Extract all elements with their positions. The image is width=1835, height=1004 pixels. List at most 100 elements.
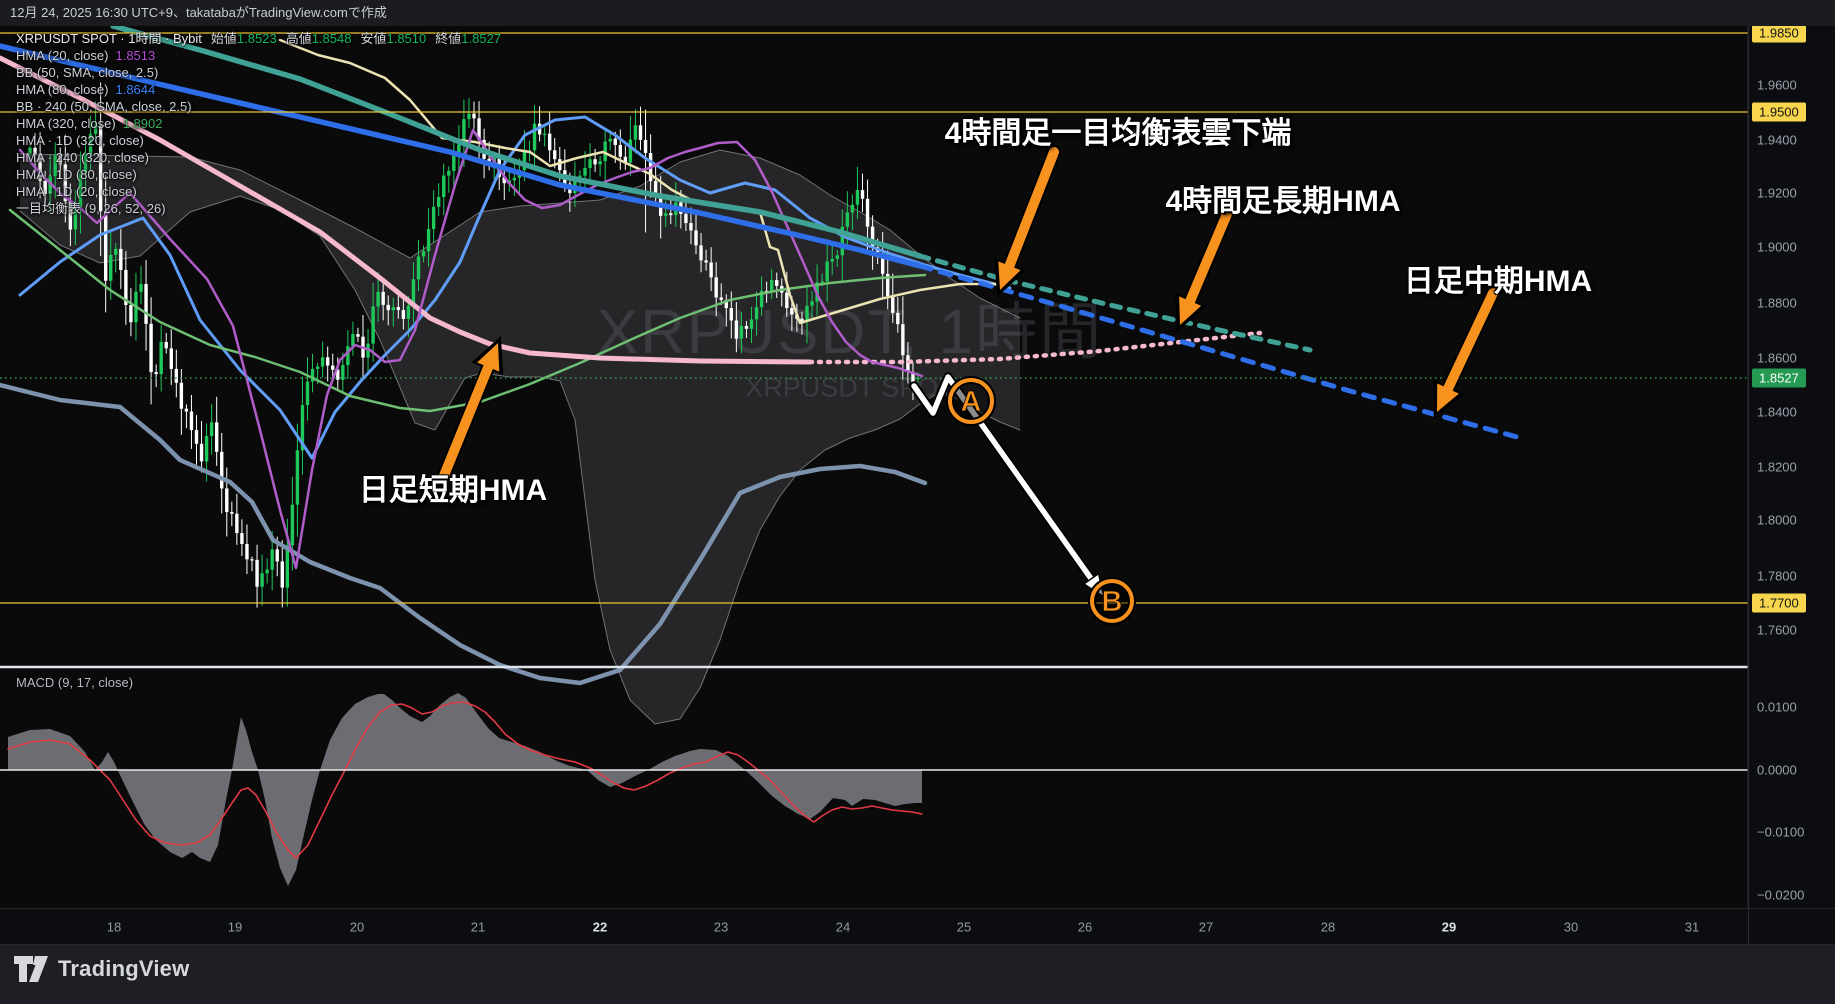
h4-long-hma-line [110, 23, 923, 259]
projection-zigzag [911, 374, 1100, 590]
daily-short-hma-line [0, 55, 813, 365]
macd-signal-line [7, 701, 923, 859]
annotation-text-3[interactable]: 日足短期HMA [358, 474, 548, 507]
annotation-text-0[interactable]: 4時間足一目均衡表雲下端 [944, 117, 1292, 150]
ohlc-value-3: 1.8527 [461, 31, 502, 46]
price-tick-1.9200: 1.9200 [1757, 185, 1797, 201]
ohlc-label-3: 終値 [435, 31, 462, 46]
time-label-27: 27 [1198, 919, 1214, 934]
price-tick-−0.0100: −0.0100 [1757, 824, 1805, 840]
time-label-23: 23 [713, 919, 729, 934]
time-label-26: 26 [1077, 919, 1093, 934]
hma20-line [18, 128, 924, 570]
price-tick-1.8400: 1.8400 [1757, 404, 1797, 420]
svg-text:B: B [1102, 586, 1123, 618]
time-label-25: 25 [956, 919, 972, 934]
price-tick-0.0000: 0.0000 [1757, 762, 1797, 778]
bb240-lower-band-line [0, 382, 928, 686]
indicator-label: HMA (80, close) [16, 82, 109, 97]
price-badge-1.8527: 1.8527 [1752, 368, 1806, 388]
indicator-value: 1.8644 [115, 82, 156, 97]
time-label-28: 28 [1320, 919, 1336, 934]
symbol-title: XRPUSDT SPOT · 1時間 · Bybit [16, 31, 202, 46]
indicator-label: HMA · 1D (320, close) [16, 133, 144, 148]
indicator-label: BB · 240 (50, SMA, close, 2.5) [16, 99, 192, 114]
cloud-upper-edge [19, 149, 1021, 319]
macd-histogram-area [8, 693, 922, 886]
time-label-29: 29 [1441, 919, 1457, 934]
legend-indicator-row-1[interactable]: BB (50, SMA, close, 2.5) [16, 64, 501, 81]
legend-indicator-row-6[interactable]: HMA · 240 (320, close) [16, 149, 501, 166]
legend-indicator-row-8[interactable]: HMA · 1D (20, close) [16, 183, 501, 200]
indicator-legend[interactable]: XRPUSDT SPOT · 1時間 · Bybit 始値1.8523 高値1.85… [16, 30, 501, 217]
marker-a[interactable]: A [946, 376, 996, 426]
tradingview-logo[interactable]: TradingView [14, 956, 189, 982]
legend-indicator-row-3[interactable]: BB · 240 (50, SMA, close, 2.5) [16, 98, 501, 115]
legend-symbol-row[interactable]: XRPUSDT SPOT · 1時間 · Bybit 始値1.8523 高値1.85… [16, 30, 501, 47]
legend-indicator-row-5[interactable]: HMA · 1D (320, close) [16, 132, 501, 149]
price-badge-1.9850: 1.9850 [1752, 23, 1806, 43]
price-badge-1.9500: 1.9500 [1752, 102, 1806, 122]
daily-mid-hma-projection [917, 263, 1520, 440]
macd-indicator-label[interactable]: MACD (9, 17, close) [16, 675, 134, 690]
legend-indicator-row-0[interactable]: HMA (20, close) 1.8513 [16, 47, 501, 64]
daily-mid-hma-line [0, 43, 923, 269]
annotation-text-1[interactable]: 4時間足長期HMA [1165, 185, 1401, 218]
h4-long-hma-projection [917, 253, 1313, 353]
time-label-22: 22 [592, 919, 608, 934]
legend-indicator-row-2[interactable]: HMA (80, close) 1.8644 [16, 81, 501, 98]
svg-text:A: A [961, 386, 982, 418]
price-tick-0.0100: 0.0100 [1757, 699, 1797, 715]
price-tick-1.8200: 1.8200 [1757, 459, 1797, 475]
cloud-lower-edge [19, 195, 1021, 725]
ohlc-value-2: 1.8510 [386, 31, 427, 46]
indicator-label: HMA (20, close) [16, 48, 109, 63]
legend-indicator-row-7[interactable]: HMA · 1D (80, close) [16, 166, 501, 183]
price-tick-−0.0200: −0.0200 [1757, 887, 1805, 903]
price-tick-1.9000: 1.9000 [1757, 239, 1797, 255]
ichimoku-kijun-line [278, 38, 1012, 325]
bb50-basis-line [18, 115, 1012, 460]
indicator-label: HMA · 1D (80, close) [16, 167, 137, 182]
ohlc-value-1: 1.8548 [311, 31, 352, 46]
ohlc-label-2: 安値 [360, 31, 387, 46]
tradingview-logo-text: TradingView [58, 956, 190, 981]
time-label-21: 21 [470, 919, 486, 934]
time-label-31: 31 [1684, 919, 1700, 934]
bottom-bar: TradingView [0, 944, 1835, 1004]
price-tick-1.7600: 1.7600 [1757, 622, 1797, 638]
legend-indicator-row-9[interactable]: 一目均衡表 (9, 26, 52, 26) [16, 200, 501, 217]
indicator-label: HMA (320, close) [16, 116, 116, 131]
daily-short-hma-projection [807, 330, 1263, 365]
creation-timestamp: 12月 24, 2025 16:30 UTC+9、takatabaがTradin… [10, 5, 387, 20]
indicator-value: 1.8513 [115, 48, 156, 63]
indicator-value: 1.8902 [122, 116, 163, 131]
time-label-18: 18 [106, 919, 122, 934]
price-tick-1.9600: 1.9600 [1757, 77, 1797, 93]
annotation-text-2[interactable]: 日足中期HMA [1403, 265, 1593, 298]
annotation-arrow-3[interactable] [436, 335, 504, 485]
ichimoku-cloud [20, 150, 1020, 724]
annotation-arrow-2[interactable] [1433, 286, 1500, 419]
annotation-arrow-1[interactable] [1175, 207, 1234, 332]
marker-b[interactable]: B [1088, 577, 1136, 625]
price-tick-1.8600: 1.8600 [1757, 350, 1797, 366]
time-label-20: 20 [349, 919, 365, 934]
indicator-label: HMA · 1D (20, close) [16, 184, 137, 199]
price-badge-1.7700: 1.7700 [1752, 593, 1806, 613]
chart-creation-header: 12月 24, 2025 16:30 UTC+9、takatabaがTradin… [0, 0, 1835, 26]
price-tick-1.8800: 1.8800 [1757, 295, 1797, 311]
price-axis[interactable]: 1.9850 1.9600 1.9500 1.9400 1.9200 1.9000 1.88… [1748, 23, 1835, 908]
axis-divider [1748, 909, 1749, 944]
time-label-24: 24 [835, 919, 851, 934]
ohlc-label-1: 高値 [285, 31, 312, 46]
indicator-label: HMA · 240 (320, close) [16, 150, 149, 165]
annotation-arrow-0[interactable] [994, 145, 1061, 298]
indicator-label: 一目均衡表 (9, 26, 52, 26) [16, 201, 166, 216]
price-tick-1.9400: 1.9400 [1757, 132, 1797, 148]
legend-indicator-row-4[interactable]: HMA (320, close) 1.8902 [16, 115, 501, 132]
hma320-line [8, 208, 927, 413]
time-axis[interactable]: 18 19 20 21 22 23 24 25 26 27 28 29 30 31 [0, 908, 1835, 945]
